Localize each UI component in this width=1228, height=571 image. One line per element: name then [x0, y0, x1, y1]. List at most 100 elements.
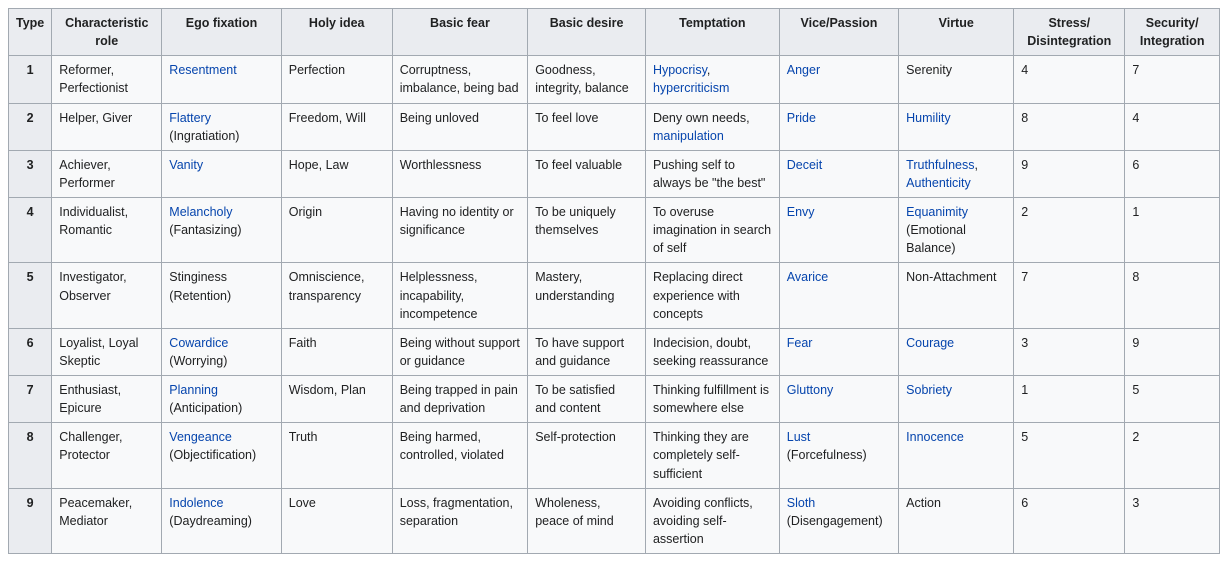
cell-fear: Being trapped in pain and deprivation — [392, 376, 528, 423]
cell-type: 9 — [9, 488, 52, 553]
cell-type: 3 — [9, 150, 52, 197]
cell-ego: Cowardice (Worrying) — [162, 328, 281, 375]
wiki-link[interactable]: Hypocrisy — [653, 63, 707, 77]
cell-virtue: Equanimity (Emotional Balance) — [899, 198, 1014, 263]
wiki-link[interactable]: Pride — [787, 111, 816, 125]
cell-virtue: Action — [899, 488, 1014, 553]
cell-role: Individualist, Romantic — [52, 198, 162, 263]
cell-holy: Origin — [281, 198, 392, 263]
cell-security: 4 — [1125, 103, 1220, 150]
col-header-virtue: Virtue — [899, 9, 1014, 56]
wiki-link[interactable]: Avarice — [787, 270, 828, 284]
wiki-link[interactable]: hypercriticism — [653, 81, 729, 95]
cell-tempt: Hypocrisy, hypercriticism — [645, 56, 779, 103]
cell-stress: 8 — [1014, 103, 1125, 150]
cell-ego: Flattery (Ingratiation) — [162, 103, 281, 150]
cell-ego: Planning (Anticipation) — [162, 376, 281, 423]
wiki-link[interactable]: Sloth — [787, 496, 816, 510]
cell-role: Enthusiast, Epicure — [52, 376, 162, 423]
cell-stress: 5 — [1014, 423, 1125, 488]
wiki-link[interactable]: Envy — [787, 205, 815, 219]
wiki-link[interactable]: Melancholy — [169, 205, 232, 219]
cell-security: 2 — [1125, 423, 1220, 488]
wiki-link[interactable]: Sobriety — [906, 383, 952, 397]
wiki-link[interactable]: Gluttony — [787, 383, 834, 397]
wiki-link[interactable]: Lust — [787, 430, 811, 444]
wiki-link[interactable]: Flattery — [169, 111, 211, 125]
cell-type: 8 — [9, 423, 52, 488]
cell-desire: Wholeness, peace of mind — [528, 488, 646, 553]
cell-stress: 6 — [1014, 488, 1125, 553]
cell-virtue: Humility — [899, 103, 1014, 150]
wiki-link[interactable]: Vengeance — [169, 430, 232, 444]
cell-vice: Anger — [779, 56, 898, 103]
cell-fear: Having no identity or significance — [392, 198, 528, 263]
cell-fear: Being without support or guidance — [392, 328, 528, 375]
wiki-link[interactable]: Equanimity — [906, 205, 968, 219]
cell-fear: Loss, fragmentation, separation — [392, 488, 528, 553]
wiki-link[interactable]: Humility — [906, 111, 950, 125]
cell-role: Loyalist, Loyal Skeptic — [52, 328, 162, 375]
cell-fear: Worthlessness — [392, 150, 528, 197]
cell-role: Investigator, Observer — [52, 263, 162, 328]
wiki-link[interactable]: Truthfulness — [906, 158, 974, 172]
col-header-security: Security/ Integration — [1125, 9, 1220, 56]
cell-holy: Love — [281, 488, 392, 553]
wiki-link[interactable]: Fear — [787, 336, 813, 350]
wiki-link[interactable]: Vanity — [169, 158, 203, 172]
cell-virtue: Innocence — [899, 423, 1014, 488]
wiki-link[interactable]: Courage — [906, 336, 954, 350]
cell-type: 7 — [9, 376, 52, 423]
col-header-fear: Basic fear — [392, 9, 528, 56]
cell-type: 4 — [9, 198, 52, 263]
cell-vice: Pride — [779, 103, 898, 150]
cell-vice: Deceit — [779, 150, 898, 197]
wiki-link[interactable]: manipulation — [653, 129, 724, 143]
cell-desire: To have support and guidance — [528, 328, 646, 375]
table-body: 1Reformer, PerfectionistResentmentPerfec… — [9, 56, 1220, 554]
cell-role: Reformer, Perfectionist — [52, 56, 162, 103]
cell-fear: Being harmed, controlled, violated — [392, 423, 528, 488]
cell-ego: Stinginess (Retention) — [162, 263, 281, 328]
cell-ego: Melancholy (Fantasizing) — [162, 198, 281, 263]
wiki-link[interactable]: Cowardice — [169, 336, 228, 350]
cell-ego: Resentment — [162, 56, 281, 103]
table-row: 9Peacemaker, MediatorIndolence (Daydream… — [9, 488, 1220, 553]
wiki-link[interactable]: Indolence — [169, 496, 223, 510]
cell-type: 5 — [9, 263, 52, 328]
cell-desire: Goodness, integrity, balance — [528, 56, 646, 103]
table-row: 1Reformer, PerfectionistResentmentPerfec… — [9, 56, 1220, 103]
cell-type: 1 — [9, 56, 52, 103]
wiki-link[interactable]: Anger — [787, 63, 820, 77]
cell-vice: Gluttony — [779, 376, 898, 423]
cell-tempt: Thinking fulfillment is somewhere else — [645, 376, 779, 423]
wiki-link[interactable]: Resentment — [169, 63, 236, 77]
cell-desire: To feel love — [528, 103, 646, 150]
cell-fear: Helplessness, incapability, incompetence — [392, 263, 528, 328]
wiki-link[interactable]: Authenticity — [906, 176, 971, 190]
cell-role: Achiever, Performer — [52, 150, 162, 197]
cell-role: Challenger, Protector — [52, 423, 162, 488]
col-header-type: Type — [9, 9, 52, 56]
cell-role: Helper, Giver — [52, 103, 162, 150]
cell-holy: Hope, Law — [281, 150, 392, 197]
wiki-link[interactable]: Planning — [169, 383, 218, 397]
cell-tempt: Indecision, doubt, seeking reassurance — [645, 328, 779, 375]
cell-desire: Self-protection — [528, 423, 646, 488]
cell-virtue: Truthfulness, Authenticity — [899, 150, 1014, 197]
cell-tempt: Pushing self to always be "the best" — [645, 150, 779, 197]
cell-stress: 3 — [1014, 328, 1125, 375]
col-header-ego: Ego fixation — [162, 9, 281, 56]
cell-security: 9 — [1125, 328, 1220, 375]
cell-virtue: Courage — [899, 328, 1014, 375]
wiki-link[interactable]: Deceit — [787, 158, 822, 172]
cell-tempt: Deny own needs, manipulation — [645, 103, 779, 150]
cell-tempt: Thinking they are completely self-suffic… — [645, 423, 779, 488]
cell-desire: To be uniquely themselves — [528, 198, 646, 263]
wiki-link[interactable]: Innocence — [906, 430, 964, 444]
cell-role: Peacemaker, Mediator — [52, 488, 162, 553]
cell-vice: Sloth (Disengagement) — [779, 488, 898, 553]
cell-ego: Indolence (Daydreaming) — [162, 488, 281, 553]
cell-holy: Freedom, Will — [281, 103, 392, 150]
table-row: 4Individualist, RomanticMelancholy (Fant… — [9, 198, 1220, 263]
